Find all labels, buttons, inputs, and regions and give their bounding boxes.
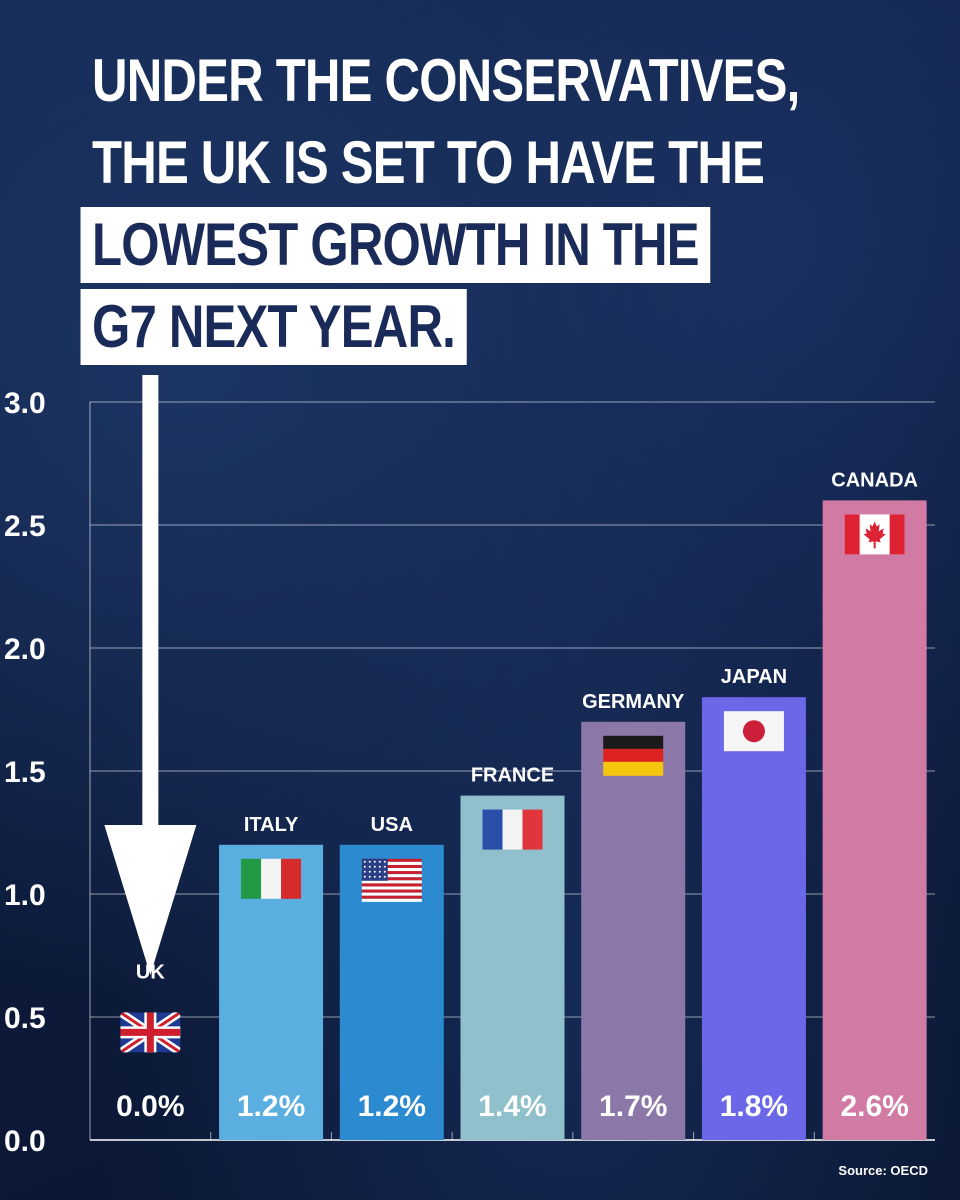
canada-flag-icon (844, 514, 905, 555)
value-label: 1.2% (237, 1090, 305, 1123)
y-tick-label: 1.5 (4, 756, 46, 789)
down-arrow-icon (104, 375, 197, 975)
bar-japan (701, 697, 806, 1140)
y-tick-label: 1.0 (4, 879, 46, 912)
category-label: USA (371, 814, 413, 836)
headline-line-1: UNDER THE CONSERVATIVES, (92, 47, 800, 114)
category-label: CANADA (831, 469, 918, 491)
japan-flag-icon (723, 711, 784, 752)
usa-flag-icon (361, 858, 422, 902)
germany-flag-icon (603, 735, 664, 776)
category-label: FRANCE (471, 765, 554, 787)
headline-line-2: THE UK IS SET TO HAVE THE (92, 129, 765, 196)
bars (219, 500, 927, 1140)
france-flag-icon (482, 809, 543, 850)
value-label: 1.8% (720, 1090, 788, 1123)
y-tick-label: 3.0 (4, 387, 46, 420)
category-label: GERMANY (582, 691, 685, 713)
y-tick-label: 2.0 (4, 633, 46, 666)
value-label: 1.7% (599, 1090, 667, 1123)
uk-flag-icon (120, 1012, 181, 1053)
bar-germany (581, 721, 686, 1140)
value-label: 1.4% (478, 1090, 546, 1123)
category-label: JAPAN (721, 666, 787, 688)
headline-highlight-1: LOWEST GROWTH IN THE (80, 207, 711, 283)
value-label: 1.2% (358, 1090, 426, 1123)
value-label: 0.0% (116, 1090, 184, 1123)
y-tick-label: 2.5 (4, 510, 46, 543)
bar-labels: UK 0.0% ITALY 1.2% USA 1.2% FRANCE 1.4% GERMANY 1… (116, 469, 918, 1123)
value-label: 2.6% (840, 1090, 908, 1123)
y-tick-label: 0.0 (4, 1125, 46, 1158)
italy-flag-icon (241, 858, 302, 899)
down-arrow (104, 375, 197, 975)
source-note: Source: OECD (838, 1163, 928, 1178)
headline: UNDER THE CONSERVATIVES, THE UK IS SET T… (80, 40, 800, 368)
category-label: UK (136, 961, 165, 983)
category-label: ITALY (244, 814, 299, 836)
bar-canada (822, 500, 927, 1140)
headline-highlight-2: G7 NEXT YEAR. (80, 289, 467, 365)
y-axis-ticks: 0.0 0.5 1.0 1.5 2.0 2.5 3.0 (4, 387, 46, 1158)
y-tick-label: 0.5 (4, 1002, 46, 1035)
bar-france (460, 795, 565, 1140)
